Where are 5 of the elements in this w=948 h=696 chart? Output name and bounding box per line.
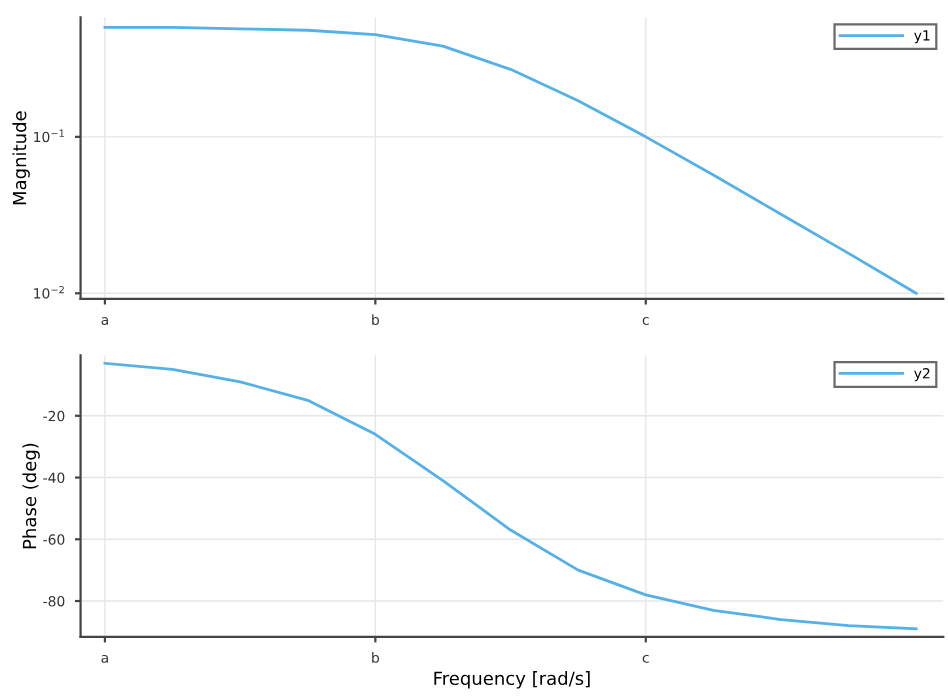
x-axis-title: Frequency [rad/s] — [434, 671, 590, 689]
line-series — [103, 26, 918, 295]
line-series — [103, 361, 918, 631]
y-axis-title: Magnitude — [12, 111, 30, 205]
y-axis-title: Phase (deg) — [22, 443, 40, 549]
